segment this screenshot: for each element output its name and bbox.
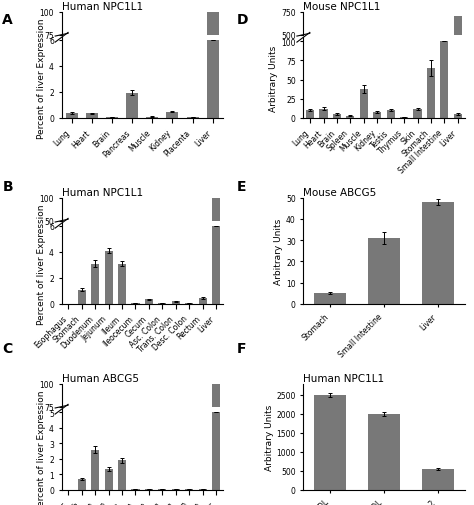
Y-axis label: Percent of liver Expression: Percent of liver Expression xyxy=(37,18,46,138)
Bar xyxy=(185,489,193,490)
Text: B: B xyxy=(2,179,13,193)
Bar xyxy=(373,113,381,119)
Text: A: A xyxy=(2,13,13,27)
Bar xyxy=(78,290,86,304)
Y-axis label: Arbitrary Units: Arbitrary Units xyxy=(269,45,278,112)
Bar xyxy=(146,117,158,119)
Bar xyxy=(212,384,220,476)
Bar xyxy=(360,89,368,119)
Text: Human NPC1L1: Human NPC1L1 xyxy=(303,373,384,383)
Y-axis label: Arbitrary Units: Arbitrary Units xyxy=(274,218,283,284)
Bar xyxy=(172,301,180,304)
Bar xyxy=(91,264,99,304)
Text: C: C xyxy=(2,341,13,355)
Text: Human ABCG5: Human ABCG5 xyxy=(62,373,138,383)
Text: E: E xyxy=(237,179,246,193)
Bar xyxy=(91,449,99,490)
Bar xyxy=(314,294,346,304)
Bar xyxy=(131,489,139,490)
Bar xyxy=(166,113,178,119)
Text: Mouse ABCG5: Mouse ABCG5 xyxy=(303,187,377,197)
Text: Human NPC1L1: Human NPC1L1 xyxy=(62,187,143,197)
Bar xyxy=(368,414,400,490)
Y-axis label: Percent of liver Expression: Percent of liver Expression xyxy=(37,389,46,505)
Bar xyxy=(387,111,395,119)
Text: D: D xyxy=(237,13,248,27)
Y-axis label: Arbitrary Units: Arbitrary Units xyxy=(264,404,273,470)
Bar xyxy=(106,118,118,119)
Bar xyxy=(421,469,454,490)
Text: Mouse NPC1L1: Mouse NPC1L1 xyxy=(303,2,381,12)
Bar xyxy=(314,395,346,490)
Bar xyxy=(346,116,355,119)
Bar xyxy=(86,114,98,119)
Bar xyxy=(306,111,314,119)
Bar xyxy=(172,489,180,490)
Bar xyxy=(212,198,220,244)
Y-axis label: Percent of liver Expression: Percent of liver Expression xyxy=(37,204,46,324)
Bar xyxy=(105,469,113,490)
Bar xyxy=(333,115,341,119)
Bar xyxy=(207,13,219,105)
Bar xyxy=(413,110,421,119)
Bar xyxy=(126,93,138,119)
Text: Human NPC1L1: Human NPC1L1 xyxy=(62,2,143,12)
Bar xyxy=(400,118,408,119)
Bar xyxy=(65,114,78,119)
Bar xyxy=(427,69,435,119)
Bar xyxy=(145,489,153,490)
Bar xyxy=(207,41,219,119)
Bar xyxy=(186,118,199,119)
Bar xyxy=(319,110,328,119)
Bar xyxy=(454,17,462,82)
Bar xyxy=(212,413,220,490)
Bar xyxy=(368,238,400,304)
Text: F: F xyxy=(237,341,246,355)
Bar xyxy=(118,461,126,490)
Bar xyxy=(212,226,220,304)
Bar xyxy=(145,300,153,304)
Bar xyxy=(440,42,448,119)
Bar xyxy=(199,298,207,304)
Bar xyxy=(105,251,113,304)
Bar xyxy=(454,115,462,119)
Bar xyxy=(158,489,166,490)
Bar xyxy=(78,479,86,490)
Bar xyxy=(118,264,126,304)
Bar xyxy=(199,489,207,490)
Bar xyxy=(421,203,454,304)
